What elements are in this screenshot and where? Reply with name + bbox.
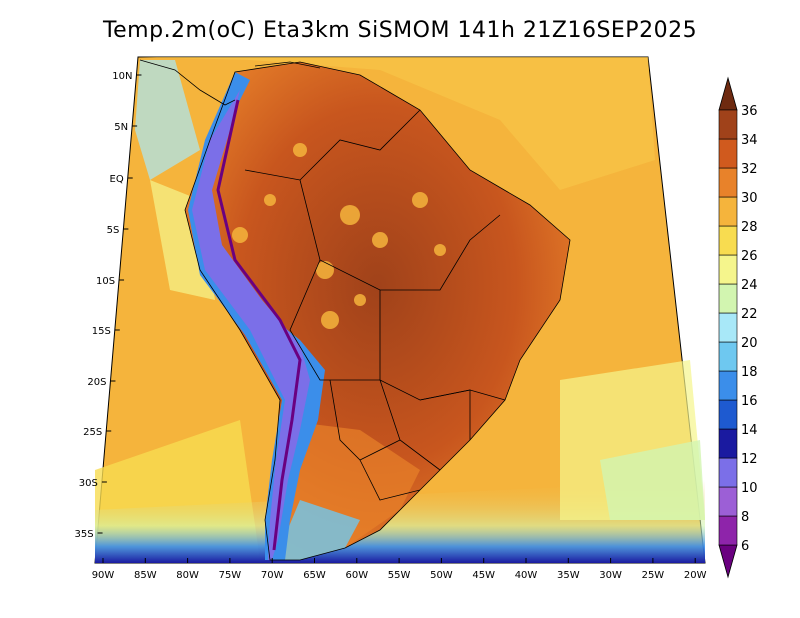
latitude-axis: 10N 5N EQ 5S 10S 15S 20S 25S 30S 35S (74, 71, 142, 540)
colorbar-label: 14 (741, 423, 758, 438)
temperature-field (94, 56, 706, 564)
colorbar-label: 16 (741, 394, 758, 409)
colorbar-label: 12 (741, 452, 758, 467)
colorbar-segment (718, 428, 738, 459)
colorbar-segment (718, 312, 738, 343)
lon-tick-label: 70W (261, 570, 284, 581)
colorbar-label: 34 (741, 133, 758, 148)
lon-tick-label: 65W (303, 570, 326, 581)
colorbar-segment (718, 225, 738, 256)
colorbar-label: 26 (741, 249, 758, 264)
lat-tick-label: 35S (74, 529, 93, 540)
colorbar-max-triangle (718, 76, 738, 111)
colorbar-segment (718, 486, 738, 517)
colorbar-segment (718, 138, 738, 169)
lat-tick-label: 5N (114, 122, 128, 133)
colorbar-segment (718, 109, 738, 140)
colorbar-label: 6 (741, 539, 749, 554)
lon-tick-label: 30W (599, 570, 622, 581)
colorbar-segment (718, 341, 738, 372)
lat-tick-label: 10S (96, 276, 115, 287)
colorbar-label: 30 (741, 191, 758, 206)
colorbar-segment (718, 457, 738, 488)
lat-tick-label: 15S (92, 326, 111, 337)
colorbar-label: 18 (741, 365, 758, 380)
lon-tick-label: 45W (472, 570, 495, 581)
lon-tick-label: 90W (92, 570, 115, 581)
lon-tick-label: 35W (557, 570, 580, 581)
lat-tick-label: 10N (112, 71, 132, 82)
colorbar-segment (718, 283, 738, 314)
lon-tick-label: 25W (642, 570, 665, 581)
lon-tick-label: 60W (345, 570, 368, 581)
lat-tick-label: 20S (87, 377, 106, 388)
colorbar-min-triangle (718, 544, 738, 579)
colorbar-label: 20 (741, 336, 758, 351)
lat-tick-label: 5S (107, 225, 120, 236)
colorbar-segment (718, 167, 738, 198)
colorbar-label: 28 (741, 220, 758, 235)
lon-tick-label: 85W (134, 570, 157, 581)
colorbar: 6 8 10 12 14 16 18 20 22 24 26 28 30 32 34 36 (718, 76, 758, 579)
lat-tick-label: 30S (79, 478, 98, 489)
lon-tick-label: 55W (388, 570, 411, 581)
colorbar-label: 36 (741, 104, 758, 119)
map-title: Temp.2m(oC) Eta3km SiSMOM 141h 21Z16SEP2… (102, 18, 698, 43)
lon-tick-label: 20W (684, 570, 707, 581)
colorbar-segment (718, 254, 738, 285)
colorbar-segment (718, 515, 738, 546)
lon-tick-label: 80W (176, 570, 199, 581)
lon-tick-label: 50W (430, 570, 453, 581)
colorbar-segment (718, 370, 738, 401)
lon-tick-label: 75W (219, 570, 242, 581)
lon-tick-label: 40W (515, 570, 538, 581)
colorbar-label: 10 (741, 481, 758, 496)
lat-tick-label: EQ (110, 174, 124, 185)
colorbar-label: 22 (741, 307, 758, 322)
colorbar-label: 24 (741, 278, 758, 293)
colorbar-label: 8 (741, 510, 749, 525)
colorbar-label: 32 (741, 162, 758, 177)
colorbar-segment (718, 196, 738, 227)
lat-tick-label: 25S (83, 427, 102, 438)
colorbar-segment (718, 399, 738, 430)
longitude-axis: 90W 85W 80W 75W 70W 65W 60W 55W 50W 45W 40W 35W 30W 2… (92, 558, 707, 581)
